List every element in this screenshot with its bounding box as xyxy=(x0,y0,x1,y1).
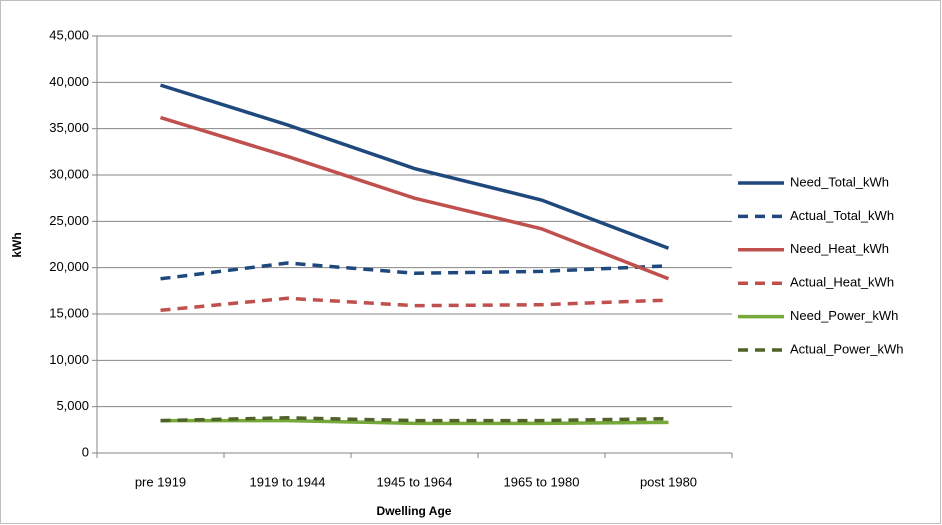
x-tick-label: post 1980 xyxy=(640,474,697,489)
legend-label: Actual_Power_kWh xyxy=(790,341,903,356)
legend-label: Need_Power_kWh xyxy=(790,308,898,323)
x-tick-label: pre 1919 xyxy=(135,474,186,489)
y-tick-label: 45,000 xyxy=(49,27,89,42)
x-tick-label: 1945 to 1964 xyxy=(377,474,453,489)
series-line xyxy=(159,115,670,281)
y-tick-label: 35,000 xyxy=(49,120,89,135)
series-line xyxy=(159,83,670,250)
y-tick-label: 30,000 xyxy=(49,166,89,181)
series-line xyxy=(160,296,669,313)
y-tick-label: 15,000 xyxy=(49,305,89,320)
y-tick-label: 40,000 xyxy=(49,74,89,89)
legend-label: Need_Total_kWh xyxy=(790,174,889,189)
y-tick-label: 25,000 xyxy=(49,213,89,228)
series-line xyxy=(160,261,669,281)
y-tick-label: 10,000 xyxy=(49,352,89,367)
y-tick-label: 5,000 xyxy=(56,398,89,413)
x-axis-title: Dwelling Age xyxy=(377,504,452,518)
y-tick-label: 0 xyxy=(82,444,89,459)
y-axis-title: kWh xyxy=(10,232,24,257)
legend-label: Need_Heat_kWh xyxy=(790,241,889,256)
legend-label: Actual_Heat_kWh xyxy=(790,275,894,290)
series-line xyxy=(160,418,669,426)
x-tick-label: 1965 to 1980 xyxy=(504,474,580,489)
y-tick-label: 20,000 xyxy=(49,259,89,274)
x-tick-label: 1919 to 1944 xyxy=(250,474,326,489)
legend-label: Actual_Total_kWh xyxy=(790,208,894,223)
